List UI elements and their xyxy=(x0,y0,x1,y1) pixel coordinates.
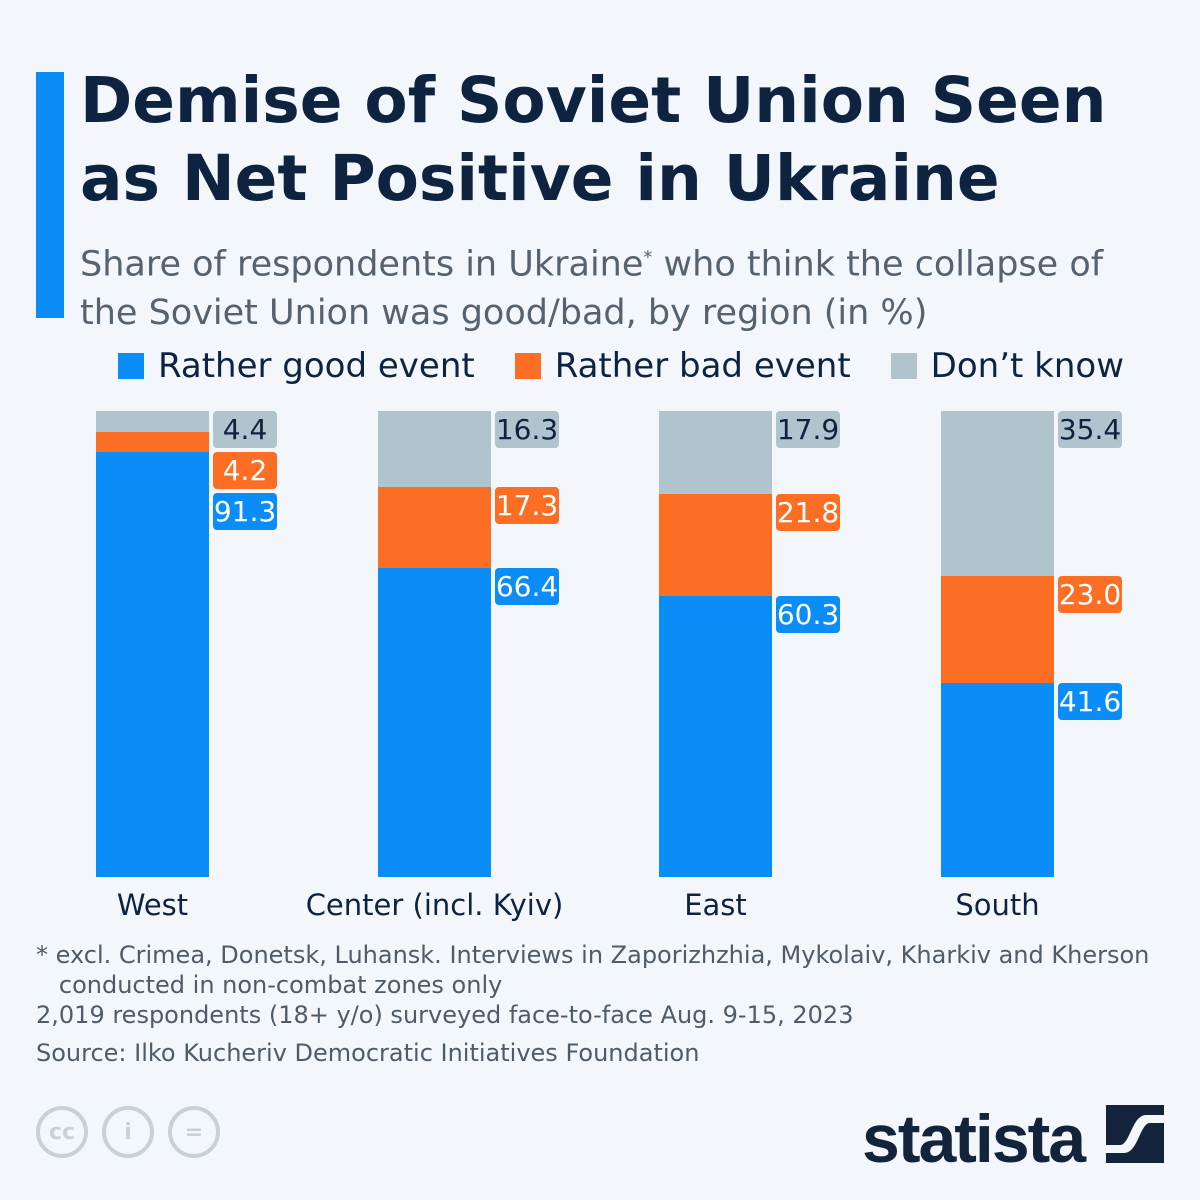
legend-swatch xyxy=(890,353,917,379)
bar-segment xyxy=(659,596,772,877)
category-label: Center (incl. Kyiv) xyxy=(305,888,564,922)
data-label: 41.6 xyxy=(1058,683,1122,721)
data-label: 66.4 xyxy=(495,567,559,605)
bar-segment xyxy=(378,486,491,568)
bar-segment xyxy=(378,567,491,877)
data-label: 21.8 xyxy=(776,494,840,532)
subtitle-footnote-mark: * xyxy=(643,247,653,268)
cc-icon[interactable]: cc xyxy=(36,1106,88,1158)
bar-segment xyxy=(941,683,1054,877)
data-label: 23.0 xyxy=(1058,575,1122,613)
category-label: South xyxy=(955,888,1040,922)
data-label: 16.3 xyxy=(495,411,559,448)
data-label: 35.4 xyxy=(1058,411,1122,448)
subtitle-text: Share of respondents in Ukraine xyxy=(80,244,644,285)
data-label: 17.3 xyxy=(495,486,559,524)
statista-logo-mark-icon xyxy=(1106,1105,1164,1163)
legend-swatch xyxy=(118,353,144,379)
data-label: 60.3 xyxy=(776,596,840,633)
legend-item-bad: Rather bad event xyxy=(514,346,851,386)
attribution-icon[interactable]: i xyxy=(102,1106,154,1158)
footnote-line: 2,019 respondents (18+ y/o) surveyed fac… xyxy=(36,1001,854,1029)
bar-segment xyxy=(96,411,209,432)
no-derivatives-icon[interactable]: = xyxy=(168,1106,220,1158)
footnote-line: * excl. Crimea, Donetsk, Luhansk. Interv… xyxy=(36,941,1150,969)
chart-title: Demise of Soviet Union Seen as Net Posit… xyxy=(80,64,1107,215)
legend-label: Rather bad event xyxy=(554,346,851,386)
legend: Rather good event Rather bad event Don’t… xyxy=(118,346,1124,386)
legend-label: Rather good event xyxy=(158,346,475,386)
legend-label: Don’t know xyxy=(930,346,1124,386)
data-label: 4.2 xyxy=(213,452,277,490)
subtitle-text-2: who think the collapse of the Soviet Uni… xyxy=(80,244,1104,333)
bar-segment xyxy=(96,431,209,452)
data-label: 91.3 xyxy=(213,493,277,531)
bar-segment xyxy=(659,411,772,495)
category-label: East xyxy=(684,888,747,922)
legend-item-dont-know: Don’t know xyxy=(890,346,1124,386)
statista-logo[interactable]: statista xyxy=(862,1101,1086,1177)
legend-swatch xyxy=(514,353,541,379)
bar-segment xyxy=(378,411,491,487)
source-line: Source: Ilko Kucheriv Democratic Initiat… xyxy=(36,1039,700,1067)
chart-subtitle: Share of respondents in Ukraine* who thi… xyxy=(80,234,1170,337)
bar-segment xyxy=(96,451,209,877)
bar-segment xyxy=(941,411,1054,576)
category-label: West xyxy=(116,888,189,922)
title-accent-bar xyxy=(36,72,64,318)
legend-item-good: Rather good event xyxy=(118,346,475,386)
bar-segment xyxy=(941,575,1054,684)
footnotes: * excl. Crimea, Donetsk, Luhansk. Interv… xyxy=(36,940,1149,1068)
bar-segment xyxy=(659,494,772,596)
footnote-line: conducted in non-combat zones only xyxy=(36,971,503,999)
license-icons: cc i = xyxy=(36,1106,220,1158)
data-label: 17.9 xyxy=(776,411,840,448)
data-label: 4.4 xyxy=(213,411,277,449)
